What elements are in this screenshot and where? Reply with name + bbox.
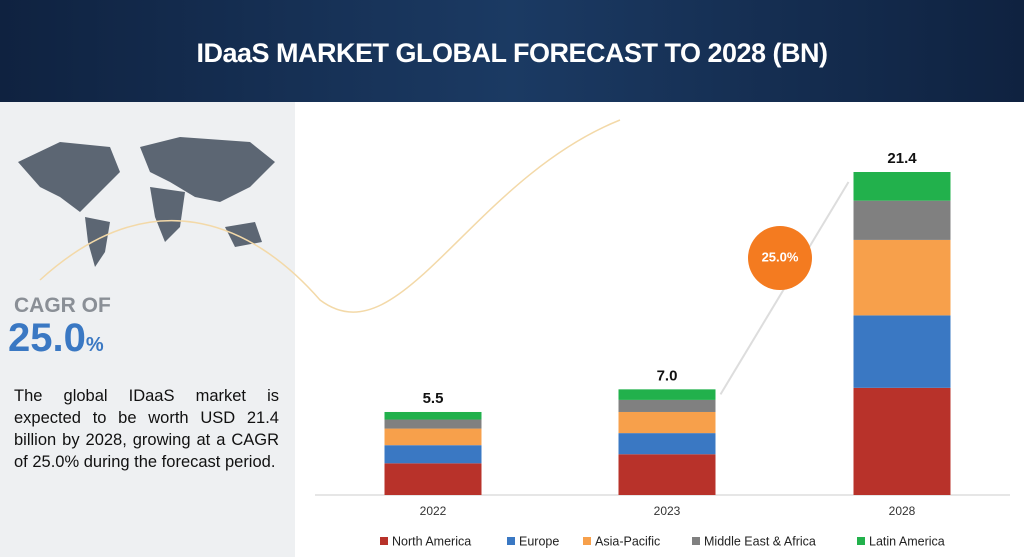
bar-segment <box>384 419 482 429</box>
cagr-unit: % <box>85 334 104 356</box>
bar-segment <box>853 239 951 316</box>
cagr-bubble <box>748 226 812 290</box>
description: The global IDaaS market is expected to b… <box>14 387 279 471</box>
world-map <box>18 137 275 267</box>
cagr-value: 25.0% <box>8 316 104 361</box>
x-tick-label: 2023 <box>654 504 681 518</box>
total-label: 7.0 <box>657 367 678 384</box>
x-tick-label: 2028 <box>889 504 916 518</box>
bar-segment <box>384 445 482 464</box>
x-tick-label: 2022 <box>420 504 447 518</box>
bar-segment <box>618 399 716 412</box>
cagr-label: CAGR OF <box>14 294 111 317</box>
legend-label: Asia-Pacific <box>595 534 660 548</box>
legend-swatch <box>583 537 591 545</box>
bar-segment <box>853 315 951 388</box>
bar-segment <box>384 411 482 420</box>
total-label: 21.4 <box>887 150 917 167</box>
decor-curve <box>39 119 621 313</box>
legend-swatch <box>692 537 700 545</box>
bar-segment <box>853 387 951 495</box>
bar-segment <box>618 454 716 495</box>
bar-segment <box>384 428 482 446</box>
header: IDaaS MARKET GLOBAL FORECAST TO 2028 (BN… <box>0 0 1024 102</box>
bar-segment <box>618 411 716 434</box>
legend-label: Europe <box>519 534 559 548</box>
legend-label: North America <box>392 534 471 548</box>
legend-label: Middle East & Africa <box>704 534 816 548</box>
legend-swatch <box>507 537 515 545</box>
bar-segment <box>618 389 716 400</box>
legend-swatch <box>857 537 865 545</box>
bar-segment <box>853 200 951 240</box>
cagr-annotation: 25.0% <box>762 249 799 264</box>
legend-swatch <box>380 537 388 545</box>
legend-label: Latin America <box>869 534 945 548</box>
cagr-number: 25.0 <box>8 316 86 360</box>
bar-segment <box>384 463 482 495</box>
bar-segment <box>618 433 716 455</box>
total-label: 5.5 <box>423 390 444 407</box>
sidebar: CAGR OF 25.0% The global IDaaS market is… <box>0 102 295 557</box>
bar-segment <box>853 172 951 201</box>
chart-title: IDaaS MARKET GLOBAL FORECAST TO 2028 (BN… <box>196 38 828 68</box>
